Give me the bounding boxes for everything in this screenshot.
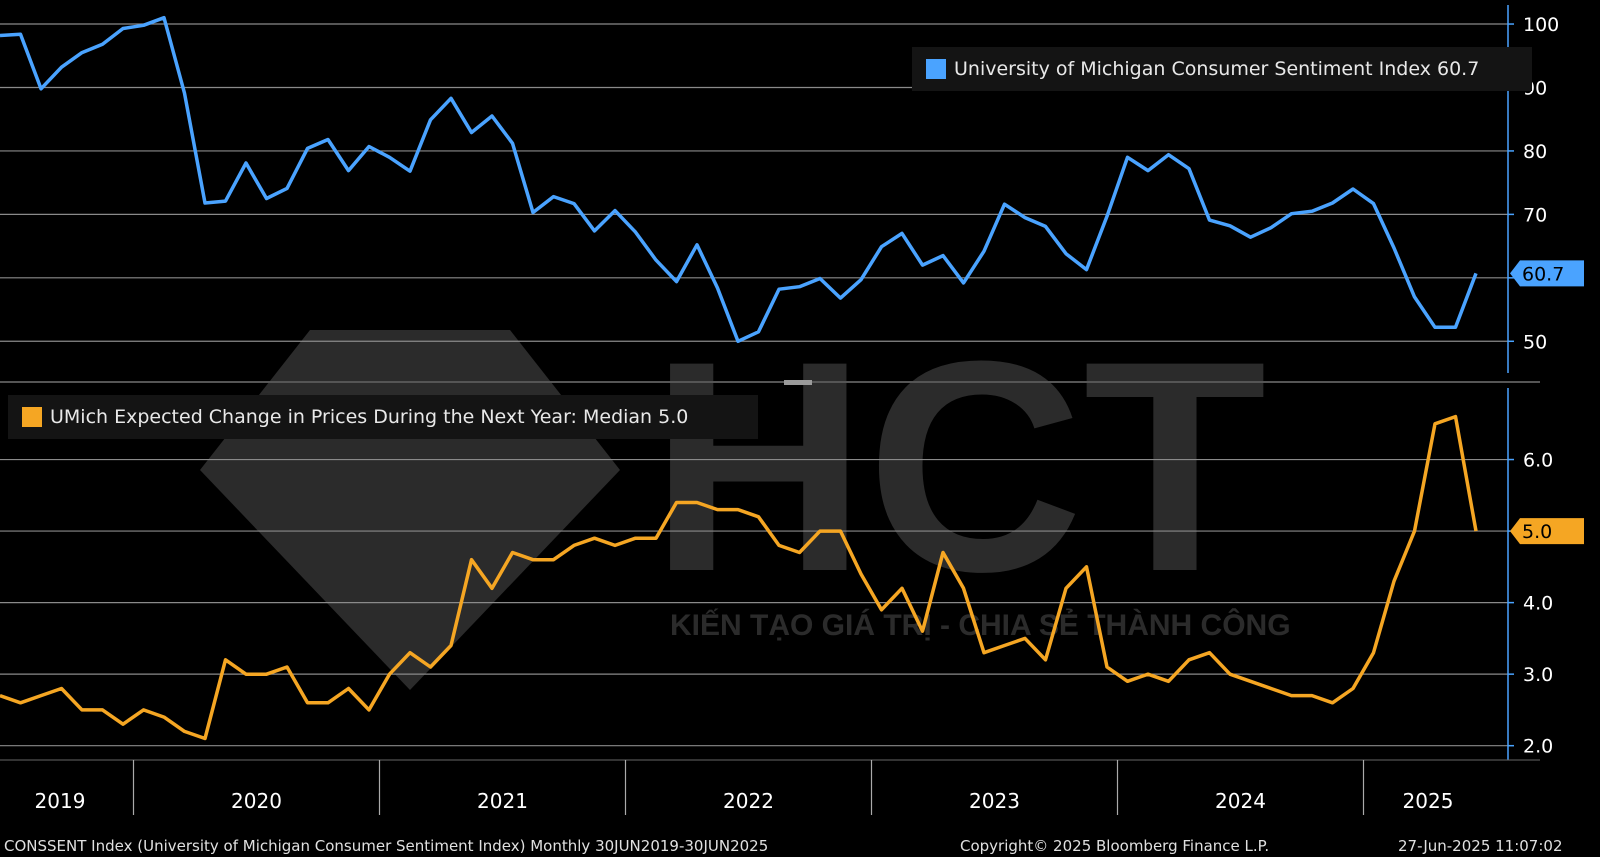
year-label: 2025 [1403, 789, 1454, 813]
sentiment-panel: 506070809010060.7 [0, 5, 1584, 373]
footer-series-description: CONSSENT Index (University of Michigan C… [4, 837, 769, 855]
sentiment-last-value-tag [1510, 260, 1584, 287]
sentiment-legend: University of Michigan Consumer Sentimen… [912, 47, 1532, 91]
year-label: 2024 [1215, 789, 1266, 813]
footer-copyright: Copyright© 2025 Bloomberg Finance L.P. [960, 837, 1270, 855]
panel-resize-handle[interactable] [784, 380, 812, 385]
prices-panel: 2.03.04.05.06.05.0 [0, 388, 1584, 760]
year-label: 2019 [35, 789, 86, 813]
prices-last-value-label: 5.0 [1522, 521, 1552, 543]
sentiment-tick-label: 50 [1523, 331, 1547, 353]
sentiment-tick-label: 100 [1523, 14, 1559, 36]
year-label: 2020 [231, 789, 282, 813]
sentiment-legend-swatch [926, 59, 946, 79]
prices-legend-swatch [22, 407, 42, 427]
prices-legend-label: UMich Expected Change in Prices During t… [50, 406, 689, 428]
prices-tick-label: 3.0 [1523, 664, 1553, 686]
prices-series-line [0, 414, 1478, 741]
year-label: 2021 [477, 789, 528, 813]
watermark-logo-text: HCT [650, 298, 1267, 634]
prices-tick-label: 4.0 [1523, 593, 1553, 615]
footer-bar: CONSSENT Index (University of Michigan C… [0, 835, 1600, 857]
watermark-logo: HCT KIẾN TẠO GIÁ TRỊ - CHIA SẺ THÀNH CÔN… [200, 298, 1291, 690]
x-axis: 2019 2020 2021 2022 2023 2024 2025 [0, 759, 1540, 815]
sentiment-last-value-label: 60.7 [1522, 263, 1564, 285]
sentiment-tick-label: 80 [1523, 141, 1547, 163]
year-label: 2023 [969, 789, 1020, 813]
footer-timestamp: 27-Jun-2025 11:07:02 [1398, 837, 1563, 855]
sentiment-series-line [0, 15, 1478, 344]
sentiment-legend-label: University of Michigan Consumer Sentimen… [954, 58, 1480, 80]
prices-last-value-tag [1510, 518, 1584, 545]
year-label: 2022 [723, 789, 774, 813]
prices-tick-label: 2.0 [1523, 736, 1553, 758]
prices-tick-label: 6.0 [1523, 450, 1553, 472]
sentiment-tick-label: 70 [1523, 204, 1547, 226]
prices-legend: UMich Expected Change in Prices During t… [8, 395, 758, 439]
